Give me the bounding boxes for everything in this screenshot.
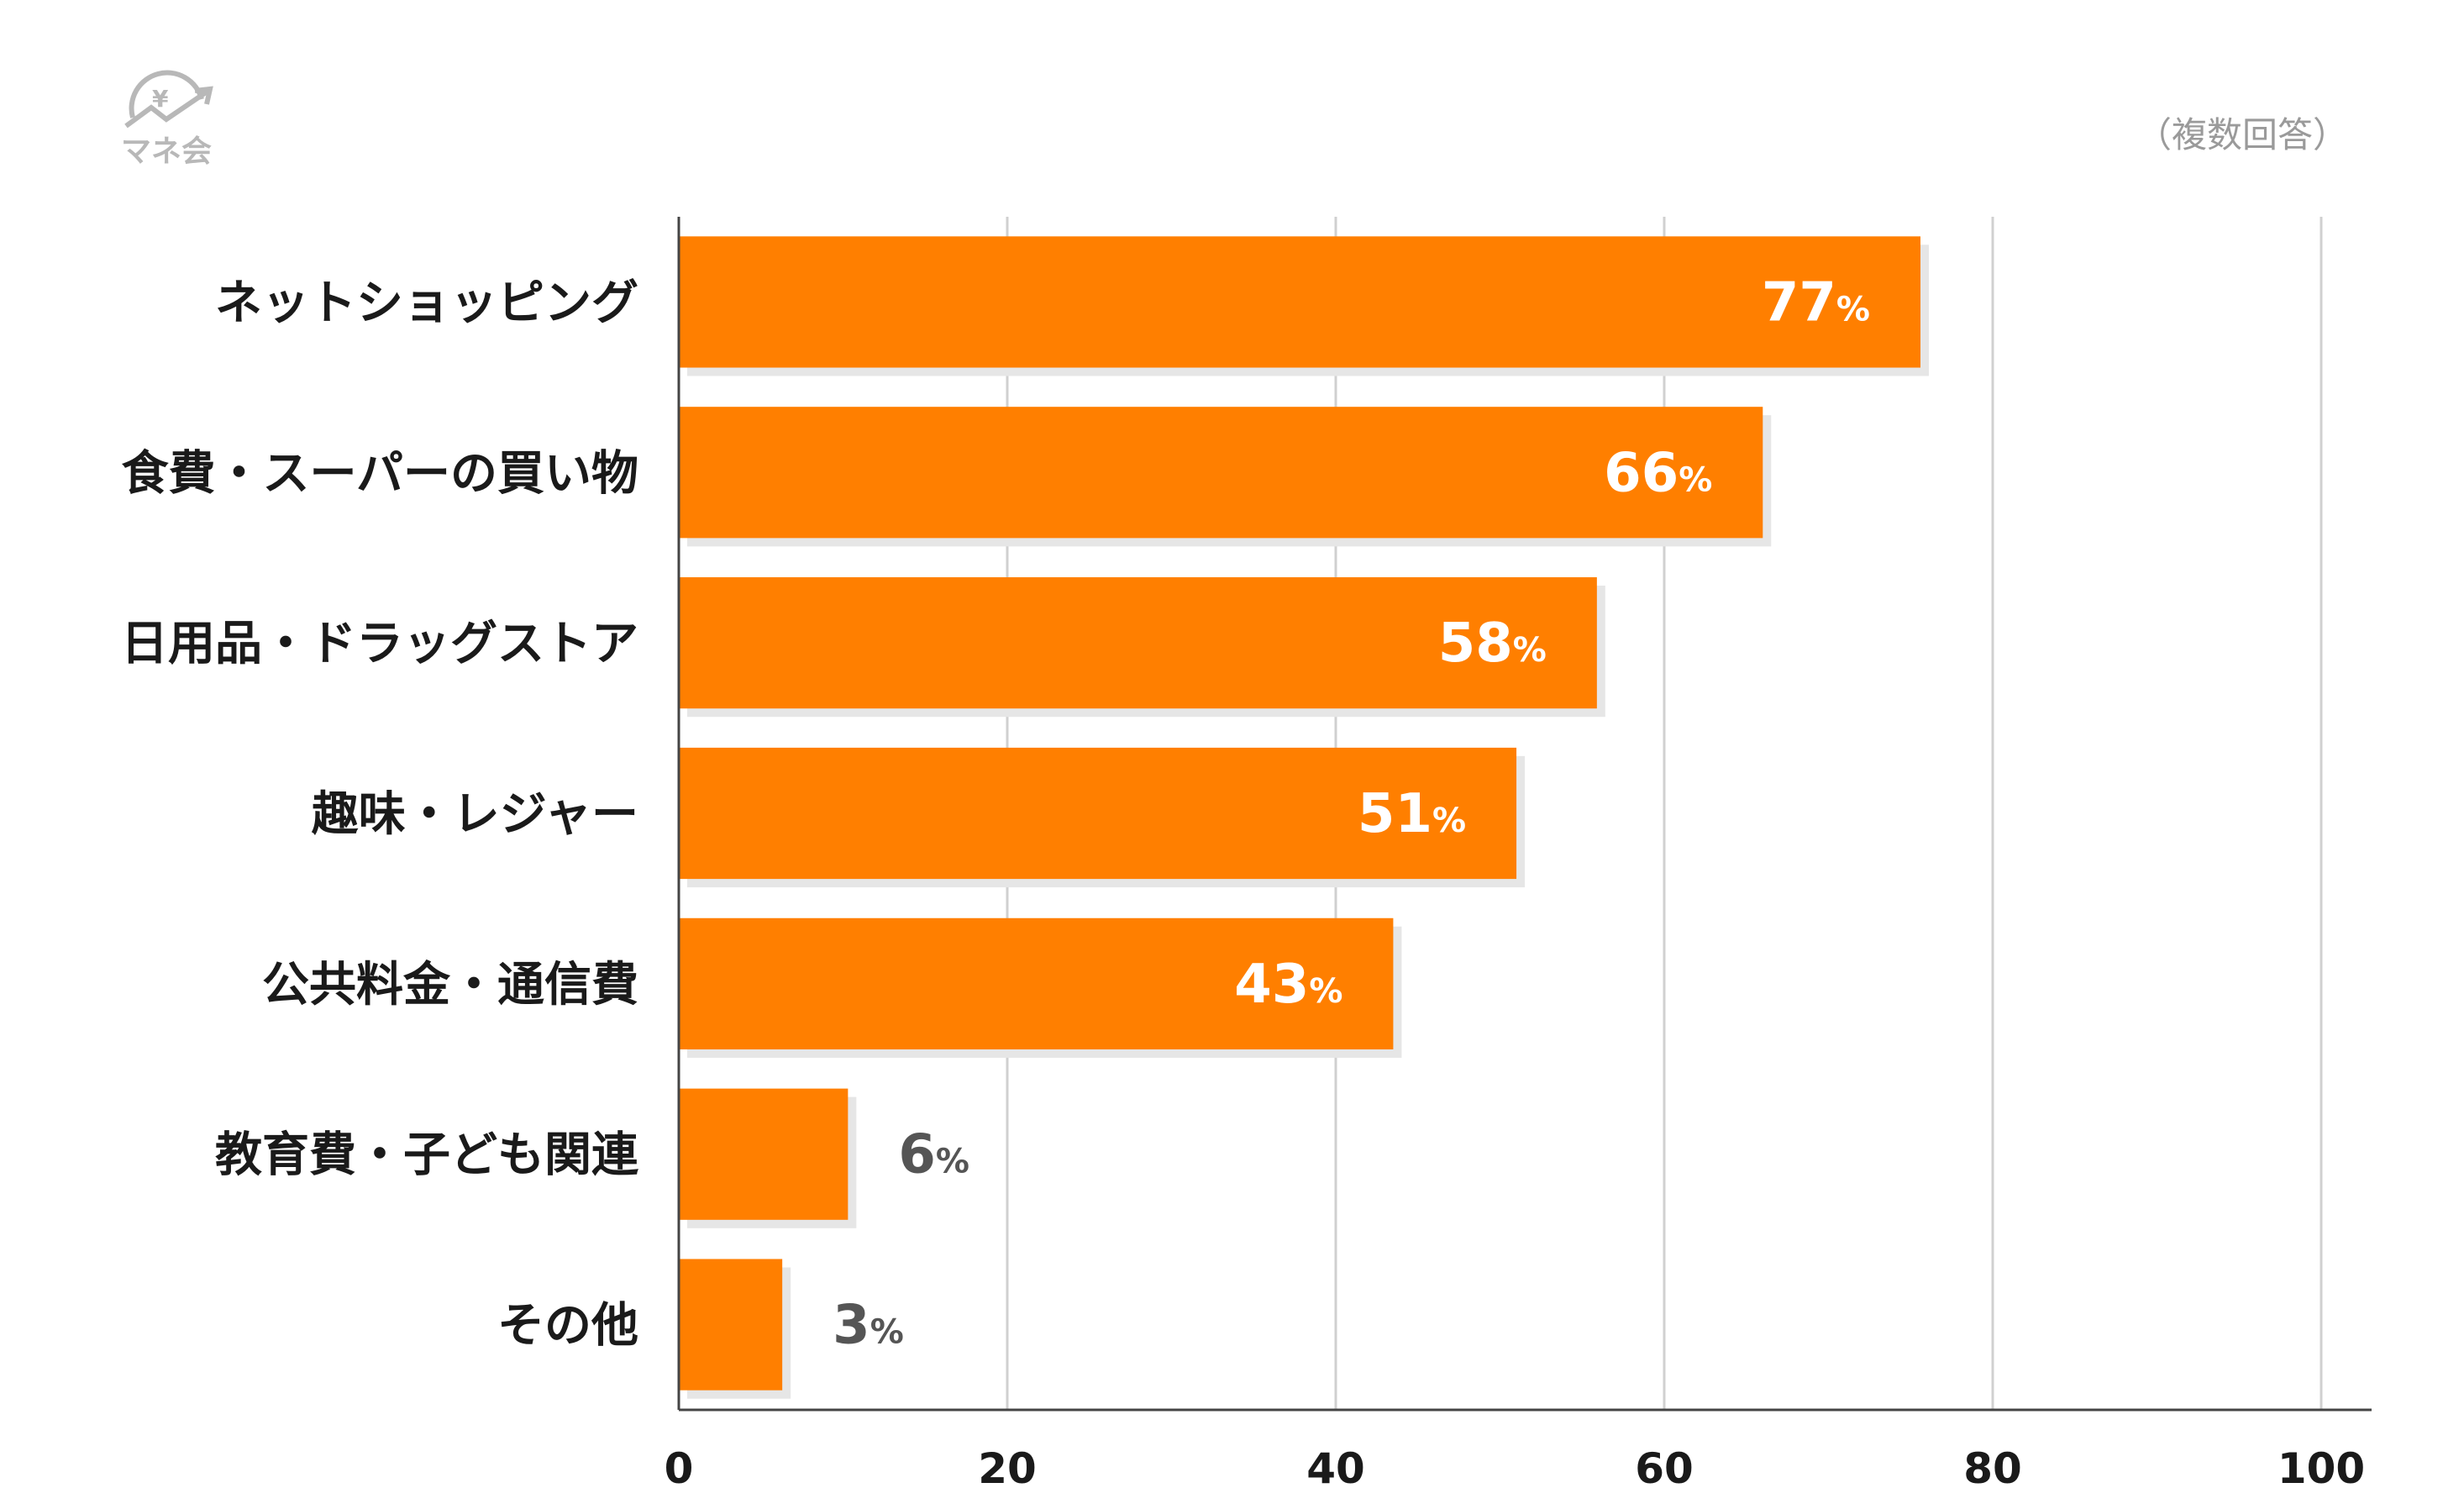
bar — [679, 917, 1394, 1049]
category-label: 公共料金・通信費 — [262, 958, 638, 1012]
category-label: 食費・スーパーの買い物 — [122, 446, 638, 501]
labels: ネットショッピング 77% 食費・スーパーの買い物 66% 日用品・ドラッグストア 58%… — [121, 271, 1870, 1356]
value-number: 77 — [1762, 271, 1836, 334]
x-tick-label: 100 — [2277, 1444, 2365, 1493]
svg-text:¥: ¥ — [152, 85, 169, 113]
bar — [679, 1088, 848, 1220]
value-number: 6 — [898, 1124, 936, 1186]
x-tick-label: 0 — [665, 1444, 694, 1493]
value-label: 58% — [1438, 613, 1547, 675]
value-number: 3 — [833, 1295, 870, 1357]
value-suffix: % — [1513, 631, 1547, 670]
bars — [679, 236, 1929, 1399]
value-suffix: % — [870, 1313, 904, 1352]
x-tick-label: 40 — [1306, 1444, 1365, 1493]
value-suffix: % — [1836, 290, 1870, 329]
x-tick-label: 60 — [1635, 1444, 1694, 1493]
axes: 0 20 40 60 80 100 — [665, 217, 2372, 1493]
value-number: 66 — [1604, 442, 1679, 504]
logo-text: マネ会 — [121, 134, 212, 169]
value-label: 77% — [1762, 271, 1870, 334]
value-number: 51 — [1358, 783, 1432, 845]
bar — [679, 1259, 783, 1391]
yen-coin-arrow-icon: ¥ — [124, 70, 213, 129]
x-tick-label: 20 — [978, 1444, 1037, 1493]
category-label: その他 — [497, 1299, 638, 1354]
value-label: 51% — [1358, 783, 1466, 845]
value-suffix: % — [936, 1143, 969, 1181]
category-label: 趣味・レジャー — [312, 787, 638, 842]
value-label: 6% — [898, 1124, 969, 1186]
value-label: 66% — [1604, 442, 1712, 504]
category-label: 日用品・ドラッグストア — [121, 617, 638, 671]
value-suffix: % — [1309, 972, 1342, 1011]
category-label: ネットショッピング — [215, 276, 638, 330]
bar — [679, 236, 1920, 368]
bar — [679, 407, 1763, 539]
x-tick-label: 80 — [1963, 1444, 2022, 1493]
value-number: 43 — [1234, 954, 1309, 1016]
value-suffix: % — [1679, 460, 1712, 499]
category-label: 教育費・子ども関連 — [215, 1128, 639, 1183]
bar — [679, 747, 1517, 880]
value-label: 3% — [833, 1295, 904, 1357]
bar — [679, 577, 1597, 709]
logo: ¥ マネ会 — [121, 70, 213, 169]
value-label: 43% — [1234, 954, 1342, 1016]
value-number: 58 — [1438, 613, 1513, 675]
multiple-answer-note: （複数回答） — [2136, 114, 2348, 155]
value-suffix: % — [1432, 802, 1466, 840]
